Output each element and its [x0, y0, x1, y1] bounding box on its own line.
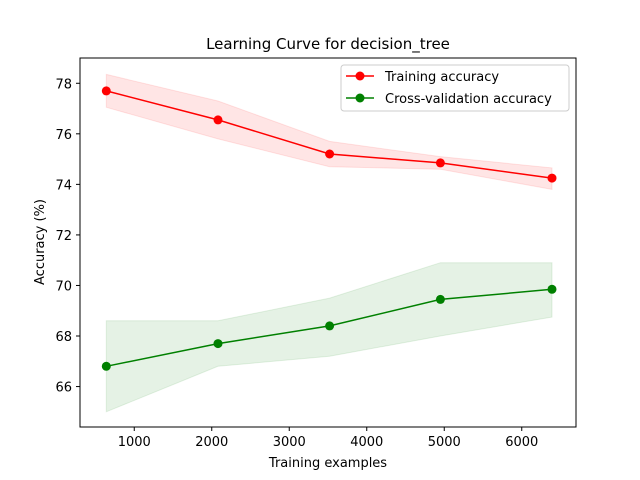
x-axis-label: Training examples: [268, 456, 387, 471]
legend-label-training: Training accuracy: [384, 70, 499, 85]
y-tick-label: 70: [55, 279, 72, 294]
point-training: [547, 173, 557, 183]
chart-title: Learning Curve for decision_tree: [206, 35, 450, 54]
y-tick-label: 72: [55, 229, 72, 244]
y-axis-label: Accuracy (%): [33, 199, 48, 285]
point-training: [213, 115, 223, 125]
point-training: [435, 158, 445, 168]
point-training: [101, 86, 111, 96]
point-cross-validation: [435, 294, 445, 304]
series-points: [101, 86, 557, 371]
x-tick-label: 1000: [118, 435, 151, 450]
y-tick-label: 68: [55, 330, 72, 345]
legend: Training accuracy Cross-validation accur…: [340, 64, 570, 112]
legend-marker-training: [355, 71, 365, 81]
legend-marker-cross-validation: [355, 93, 365, 103]
y-axis-ticks: 66 68 70 72 74 76 78: [55, 77, 80, 396]
legend-label-cross-validation: Cross-validation accuracy: [385, 92, 552, 107]
y-tick-label: 78: [55, 77, 72, 92]
y-tick-label: 76: [55, 128, 72, 143]
legend-box: [340, 64, 570, 112]
x-axis-ticks: 1000 2000 3000 4000 5000 6000: [118, 427, 538, 450]
point-training: [325, 149, 335, 159]
x-tick-label: 3000: [273, 435, 306, 450]
x-tick-label: 5000: [428, 435, 461, 450]
y-tick-label: 74: [55, 178, 72, 193]
plot-area-frame: [79, 57, 577, 428]
x-tick-label: 2000: [195, 435, 228, 450]
y-tick-label: 66: [55, 381, 72, 396]
point-cross-validation: [213, 339, 223, 349]
point-cross-validation: [101, 361, 111, 371]
point-cross-validation: [325, 321, 335, 331]
x-tick-label: 4000: [350, 435, 383, 450]
x-tick-label: 6000: [505, 435, 538, 450]
point-cross-validation: [547, 284, 557, 294]
